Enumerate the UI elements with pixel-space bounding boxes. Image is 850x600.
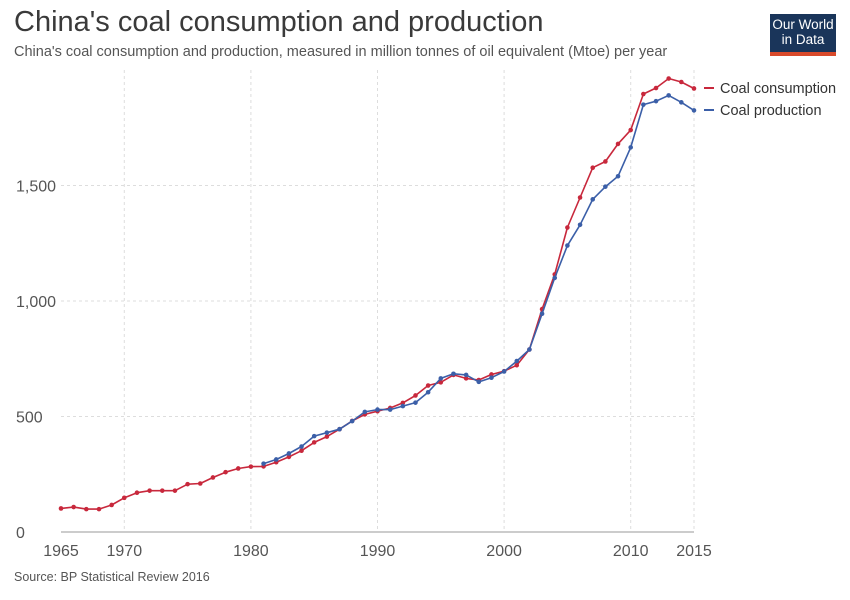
data-point-consumption[interactable] <box>223 469 228 475</box>
data-point-production[interactable] <box>489 375 494 380</box>
data-point-consumption[interactable] <box>653 85 659 91</box>
data-point-production[interactable] <box>476 379 482 385</box>
data-point-production[interactable] <box>615 173 621 179</box>
data-point-consumption[interactable] <box>489 372 494 377</box>
data-point-consumption[interactable] <box>172 488 178 493</box>
data-point-production[interactable] <box>463 372 469 378</box>
data-point-consumption[interactable] <box>235 466 241 471</box>
data-point-production[interactable] <box>691 108 697 113</box>
data-point-consumption[interactable] <box>577 195 583 200</box>
chart-subtitle: China's coal consumption and production,… <box>14 44 668 60</box>
data-point-consumption[interactable] <box>691 86 697 91</box>
data-point-consumption[interactable] <box>248 464 254 469</box>
data-point-production[interactable] <box>286 451 292 456</box>
data-point-production[interactable] <box>679 100 684 105</box>
data-point-production[interactable] <box>349 418 355 424</box>
data-point-production[interactable] <box>565 243 570 248</box>
data-point-consumption[interactable] <box>197 481 203 486</box>
data-point-production[interactable] <box>527 347 532 352</box>
x-tick-label: 1980 <box>233 543 269 560</box>
data-point-consumption[interactable] <box>565 225 570 230</box>
data-point-consumption[interactable] <box>122 495 127 501</box>
data-point-production[interactable] <box>425 389 431 395</box>
data-point-consumption[interactable] <box>71 504 76 510</box>
data-point-production[interactable] <box>413 400 418 405</box>
legend-label-consumption[interactable]: Coal consumption <box>720 81 836 97</box>
x-tick-label: 2000 <box>486 543 522 560</box>
data-point-consumption[interactable] <box>641 91 646 97</box>
logo-line-1: Our World <box>772 17 834 32</box>
data-point-production[interactable] <box>552 275 558 281</box>
data-point-consumption[interactable] <box>311 440 317 445</box>
x-tick-label: 2010 <box>613 543 649 560</box>
data-point-production[interactable] <box>451 371 456 377</box>
data-point-production[interactable] <box>514 358 520 364</box>
data-point-production[interactable] <box>261 461 266 466</box>
x-tick-label: 1965 <box>43 543 79 560</box>
data-point-consumption[interactable] <box>84 506 89 512</box>
data-point-production[interactable] <box>577 222 583 228</box>
data-point-consumption[interactable] <box>679 79 684 85</box>
data-point-consumption[interactable] <box>400 400 406 406</box>
data-point-consumption[interactable] <box>438 380 444 385</box>
data-point-production[interactable] <box>299 444 304 449</box>
data-point-production[interactable] <box>603 184 608 189</box>
data-point-consumption[interactable] <box>159 488 165 493</box>
data-point-consumption[interactable] <box>666 76 671 81</box>
x-axis: 1965 1970 1980 1990 2000 2010 2015 <box>43 531 712 560</box>
series-line-production[interactable] <box>263 94 695 465</box>
owid-logo[interactable]: Our World in Data <box>770 14 836 56</box>
data-point-consumption[interactable] <box>134 490 140 496</box>
legend[interactable]: Coal consumption Coal production <box>704 81 836 119</box>
data-point-consumption[interactable] <box>58 506 64 511</box>
y-tick-label: 1,000 <box>16 294 56 311</box>
data-point-production[interactable] <box>273 457 279 462</box>
data-point-consumption[interactable] <box>324 434 330 439</box>
data-point-consumption[interactable] <box>514 362 520 368</box>
x-tick-label: 1970 <box>107 543 143 560</box>
data-point-production[interactable] <box>501 369 507 374</box>
data-point-consumption[interactable] <box>299 448 304 453</box>
data-point-consumption[interactable] <box>96 506 102 512</box>
data-point-consumption[interactable] <box>185 481 190 487</box>
data-point-consumption[interactable] <box>147 488 152 493</box>
data-point-consumption[interactable] <box>109 502 114 508</box>
data-point-consumption[interactable] <box>590 165 596 171</box>
data-point-consumption[interactable] <box>463 376 469 381</box>
data-point-consumption[interactable] <box>628 127 633 133</box>
y-axis: 0 500 1,000 1,500 <box>16 179 56 543</box>
legend-label-production[interactable]: Coal production <box>720 103 822 119</box>
data-point-production[interactable] <box>539 311 545 317</box>
data-point-production[interactable] <box>666 93 671 98</box>
logo-line-2: in Data <box>781 32 825 47</box>
x-tick-label: 1990 <box>360 543 396 560</box>
data-point-production[interactable] <box>628 145 633 150</box>
grid-lines <box>61 70 695 532</box>
data-point-consumption[interactable] <box>603 159 608 164</box>
data-point-consumption[interactable] <box>425 383 431 388</box>
source-note: Source: BP Statistical Review 2016 <box>14 570 210 584</box>
chart-title: China's coal consumption and production <box>14 6 544 38</box>
data-point-production[interactable] <box>387 407 393 412</box>
data-point-production[interactable] <box>311 433 317 439</box>
data-point-consumption[interactable] <box>413 393 418 398</box>
data-point-production[interactable] <box>653 98 659 104</box>
data-point-production[interactable] <box>337 426 342 432</box>
data-point-production[interactable] <box>641 102 646 107</box>
data-point-consumption[interactable] <box>615 141 621 147</box>
data-point-production[interactable] <box>400 403 406 409</box>
data-point-production[interactable] <box>590 197 596 202</box>
data-point-production[interactable] <box>362 409 368 415</box>
data-point-production[interactable] <box>375 407 380 412</box>
data-point-consumption[interactable] <box>210 475 216 480</box>
x-tick-label: 2015 <box>676 543 712 560</box>
y-tick-label: 0 <box>16 525 25 542</box>
data-point-production[interactable] <box>324 430 330 435</box>
y-tick-label: 500 <box>16 410 43 427</box>
data-point-production[interactable] <box>438 376 444 381</box>
data-point-consumption[interactable] <box>286 454 292 460</box>
y-tick-label: 1,500 <box>16 179 56 196</box>
series-lines <box>58 76 697 512</box>
